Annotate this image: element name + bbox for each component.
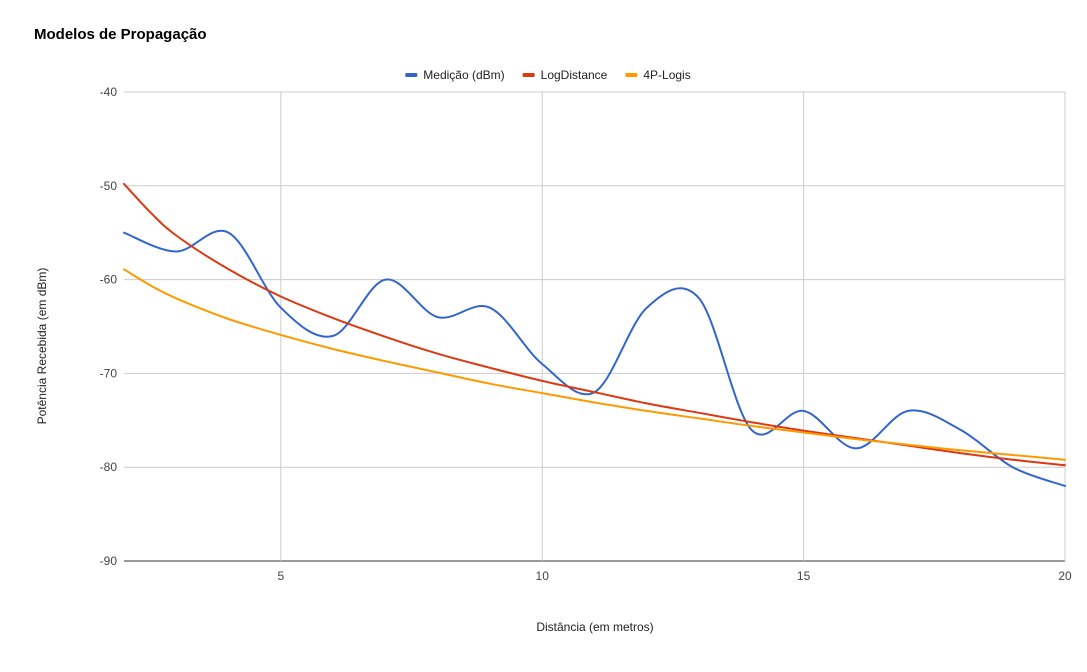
y-axis-title: Potência Recebida (em dBm) xyxy=(35,268,49,425)
legend-swatch xyxy=(405,73,418,77)
series-line-1 xyxy=(123,182,1066,467)
legend-swatch xyxy=(625,73,638,77)
x-axis-ticks: 5 10 15 20 xyxy=(277,569,1072,583)
chart-title: Modelos de Propagação xyxy=(34,26,207,43)
y-tick-label: -50 xyxy=(100,179,118,193)
legend-label: Medição (dBm) xyxy=(423,68,504,82)
y-tick-label: -80 xyxy=(100,460,118,474)
grid-lines xyxy=(124,91,1066,562)
legend-swatch xyxy=(522,73,535,77)
x-axis-title: Distância (em metros) xyxy=(536,620,653,634)
series-lines xyxy=(123,182,1066,487)
y-tick-label: -70 xyxy=(100,366,118,380)
y-tick-label: -60 xyxy=(100,273,118,287)
x-tick-label: 5 xyxy=(277,569,284,583)
legend-label: LogDistance xyxy=(541,68,608,82)
legend-label: 4P-Logis xyxy=(643,68,690,82)
x-tick-label: 15 xyxy=(797,569,811,583)
y-axis-ticks: -40 -50 -60 -70 -80 -90 xyxy=(100,85,118,568)
x-tick-label: 10 xyxy=(536,569,550,583)
y-tick-label: -90 xyxy=(100,554,118,568)
series-line-2 xyxy=(123,268,1066,461)
series-line-0 xyxy=(123,229,1066,487)
x-tick-label: 20 xyxy=(1058,569,1072,583)
y-tick-label: -40 xyxy=(100,85,118,99)
legend: Medição (dBm) LogDistance 4P-Logis xyxy=(405,68,691,82)
